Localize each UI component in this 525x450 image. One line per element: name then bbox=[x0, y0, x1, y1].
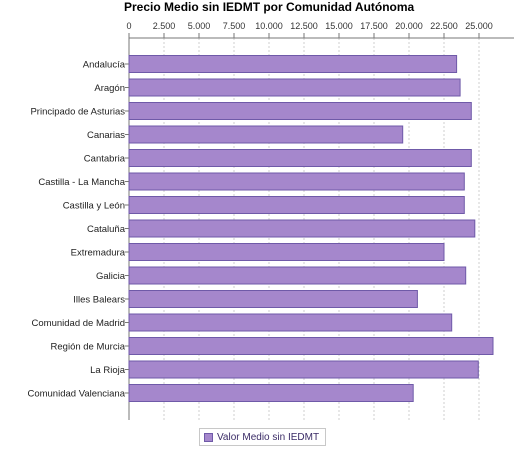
bar bbox=[128, 125, 404, 144]
x-tick-label: 10.000 bbox=[255, 21, 283, 31]
category-label: Comunidad Valenciana bbox=[27, 389, 125, 400]
chart-title: Precio Medio sin IEDMT por Comunidad Aut… bbox=[124, 0, 415, 14]
legend-swatch bbox=[204, 432, 213, 442]
category-label: Andalucía bbox=[83, 60, 126, 71]
x-tick-label: 5.000 bbox=[188, 21, 211, 31]
bar bbox=[128, 149, 472, 167]
x-tick-label: 12.500 bbox=[290, 21, 318, 31]
bar bbox=[128, 196, 465, 214]
category-label: Illes Balears bbox=[73, 295, 125, 306]
bar bbox=[128, 243, 445, 261]
legend-label: Valor Medio sin IEDMT bbox=[217, 431, 320, 443]
bar bbox=[128, 313, 453, 332]
x-tick-label: 22.500 bbox=[430, 21, 458, 31]
category-label: Galicia bbox=[96, 271, 126, 282]
x-tick-label: 2.500 bbox=[153, 21, 176, 31]
category-label: Cataluña bbox=[87, 224, 126, 235]
bar bbox=[128, 360, 479, 379]
x-tick-label: 20.000 bbox=[395, 21, 423, 31]
category-label: Castilla y León bbox=[63, 201, 125, 212]
category-label: Castilla - La Mancha bbox=[38, 177, 125, 188]
category-label: Comunidad de Madrid bbox=[32, 318, 125, 329]
bar bbox=[128, 78, 461, 97]
x-tick-label: 17.500 bbox=[360, 21, 388, 31]
bar bbox=[128, 102, 472, 120]
x-tick-label: 7.500 bbox=[223, 21, 246, 31]
bar bbox=[128, 337, 494, 355]
bar bbox=[128, 290, 418, 308]
category-label: La Rioja bbox=[90, 365, 126, 376]
category-label: Aragón bbox=[94, 83, 125, 94]
x-tick-label: 25.000 bbox=[465, 21, 493, 31]
category-label: Cantabria bbox=[84, 154, 126, 165]
bar bbox=[128, 266, 467, 285]
category-label: Extremadura bbox=[71, 248, 126, 259]
bar bbox=[128, 384, 414, 402]
x-tick-label: 15.000 bbox=[325, 21, 353, 31]
bar bbox=[128, 172, 465, 191]
bar bbox=[128, 219, 476, 238]
legend: Valor Medio sin IEDMT bbox=[199, 428, 327, 446]
category-label: Principado de Asturias bbox=[30, 107, 125, 118]
category-label: Canarias bbox=[87, 130, 125, 141]
category-label: Región de Murcia bbox=[51, 342, 126, 353]
bar bbox=[128, 55, 458, 73]
x-tick-label: 0 bbox=[126, 21, 131, 31]
